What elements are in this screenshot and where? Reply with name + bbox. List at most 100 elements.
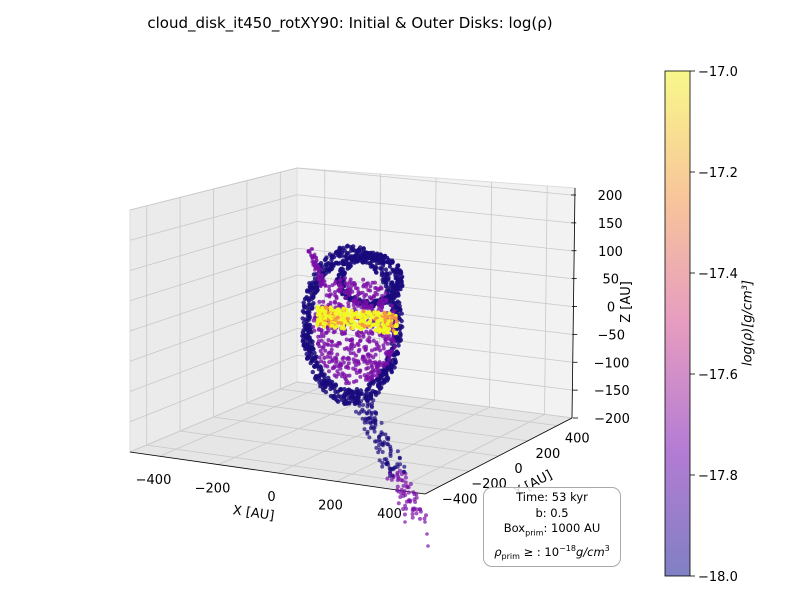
scatter-point (307, 327, 313, 332)
scatter-point (337, 286, 342, 291)
z-tick-label: −150 (594, 384, 630, 399)
scatter-point (350, 338, 354, 343)
scatter-point (303, 346, 308, 352)
scatter-point (342, 315, 347, 320)
scatter-point (318, 266, 322, 271)
z-tick-label: −50 (598, 328, 625, 343)
scatter-point (333, 355, 338, 360)
scatter-point (381, 360, 386, 365)
scatter-point (394, 304, 399, 310)
scatter-point (321, 299, 326, 304)
scatter-point (328, 265, 333, 271)
y-tick-label: 200 (535, 447, 560, 462)
scatter-point (345, 364, 350, 369)
scatter-point (312, 328, 317, 333)
scatter-point (356, 325, 361, 330)
scatter-point (367, 409, 372, 414)
scatter-point (349, 308, 354, 313)
scatter-point (327, 369, 331, 374)
scatter-point (375, 370, 380, 375)
scatter-point (353, 363, 358, 368)
scatter-point (380, 460, 385, 465)
scatter-point (352, 282, 357, 287)
scatter-point (384, 299, 389, 303)
scatter-point (396, 501, 401, 506)
scatter-point (325, 381, 330, 386)
scatter-point (316, 341, 321, 346)
scatter-point (343, 276, 347, 280)
scatter-point (362, 294, 367, 299)
scatter-point (368, 305, 373, 310)
scatter-point (382, 457, 387, 462)
scatter-point (310, 305, 315, 310)
scatter-point (330, 323, 335, 328)
scatter-point (368, 288, 373, 293)
scatter-point (329, 382, 334, 388)
scatter-point (302, 338, 307, 343)
scatter-point (393, 316, 398, 321)
scatter-point (324, 305, 329, 310)
scatter-point (371, 338, 376, 343)
info-box-size: Boxprim: 1000 AU (503, 521, 601, 538)
x-tick-label: −200 (195, 482, 231, 497)
scatter-point (405, 485, 410, 490)
scatter-point (351, 303, 356, 308)
scatter-point (350, 255, 355, 260)
scatter-point (307, 249, 311, 254)
scatter-point (361, 277, 366, 282)
scatter-point (369, 416, 374, 421)
scatter-point (370, 315, 374, 320)
scatter-point (393, 292, 398, 297)
scatter-point (349, 283, 354, 288)
scatter-point (414, 511, 419, 516)
scatter-point (341, 306, 346, 311)
colorbar-label: log(ρ)[g/cm³] (740, 279, 756, 367)
scatter-point (330, 307, 334, 312)
scatter-point (347, 292, 352, 297)
scatter-point (320, 281, 324, 286)
scatter-point (396, 474, 400, 479)
scatter-point (314, 289, 319, 294)
scatter-point (357, 368, 362, 373)
scatter-point (349, 393, 354, 398)
scatter-point (381, 343, 386, 348)
scatter-point (389, 466, 394, 471)
scatter-point (323, 309, 328, 314)
scatter-point (348, 388, 354, 394)
scatter-point (372, 416, 377, 420)
scatter-point (330, 359, 335, 364)
scatter-point (399, 318, 404, 324)
scatter-point (376, 326, 381, 331)
scatter-point (357, 392, 362, 396)
scatter-point (342, 398, 348, 404)
scatter-point (315, 313, 320, 317)
scatter-point (383, 432, 388, 437)
scatter-point (361, 246, 366, 251)
scatter-point (338, 282, 343, 287)
scatter-point (306, 335, 311, 341)
scatter-point (390, 303, 394, 308)
scatter-point (373, 352, 378, 357)
scatter-point (333, 389, 338, 395)
scatter-point (353, 286, 358, 291)
scatter-point (364, 329, 369, 334)
scatter-point (301, 300, 306, 305)
scatter-point (396, 273, 401, 278)
scatter-point (359, 330, 364, 335)
scatter-point (366, 372, 371, 376)
scatter-point (394, 266, 399, 271)
scatter-point (333, 279, 338, 284)
scatter-point (305, 313, 311, 319)
scatter-point (346, 304, 351, 309)
scatter-point (354, 310, 359, 315)
scatter-point (342, 326, 346, 331)
scatter-point (357, 334, 362, 339)
scatter-point (382, 440, 387, 445)
scatter-point (350, 319, 355, 323)
scatter-point (361, 284, 366, 289)
scatter-point (344, 337, 349, 342)
scatter-point (385, 255, 390, 260)
scatter-point (339, 312, 344, 317)
scatter-point (367, 320, 372, 325)
chart-title: cloud_disk_it450_rotXY90: Initial & Oute… (147, 14, 553, 32)
